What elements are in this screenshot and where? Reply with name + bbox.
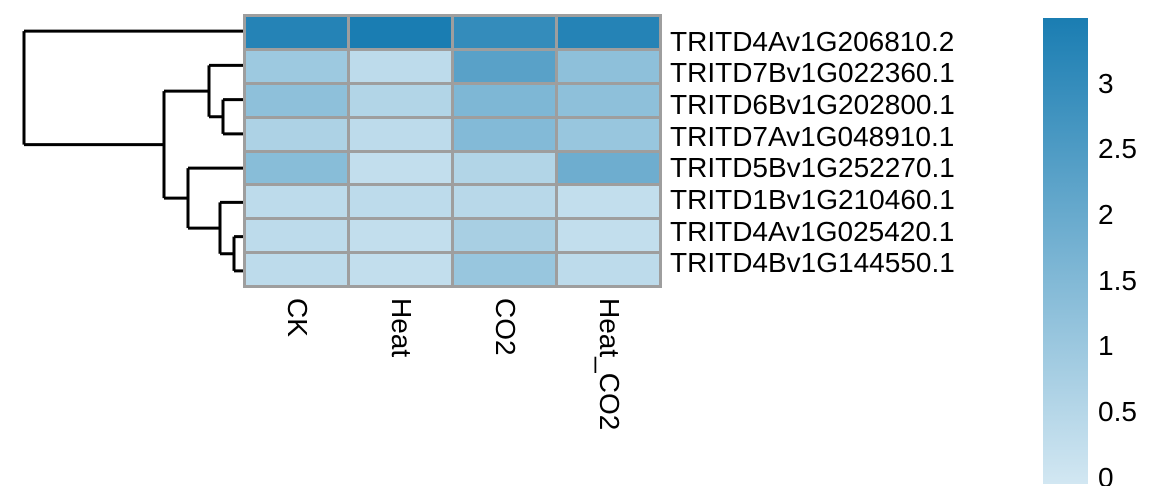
heatmap-cell[interactable] [558, 186, 659, 218]
heatmap-cell[interactable] [558, 254, 659, 285]
heatmap-cell[interactable] [558, 220, 659, 252]
heatmap-cell[interactable] [454, 84, 555, 116]
colorbar-tick-label: 1.5 [1098, 264, 1137, 296]
row-label: TRITD6Bv1G202800.1 [670, 88, 955, 120]
colorbar-tick-label: 1 [1098, 330, 1114, 362]
column-label: CK [281, 298, 313, 337]
heatmap-cell[interactable] [246, 17, 347, 48]
heatmap-cell[interactable] [350, 220, 451, 252]
row-label: TRITD1Bv1G210460.1 [670, 184, 955, 215]
heatmap-cell[interactable] [246, 220, 347, 252]
row-label: TRITD4Av1G025420.1 [670, 215, 955, 247]
row-label: TRITD7Bv1G022360.1 [670, 57, 955, 89]
heatmap-cell[interactable] [454, 152, 555, 184]
column-label: CO2 [489, 298, 521, 356]
colorbar-gradient [1043, 18, 1088, 484]
heatmap-cell[interactable] [350, 186, 451, 218]
row-label: TRITD7Av1G048910.1 [670, 120, 955, 152]
colorbar-tick-label: 2.5 [1098, 133, 1137, 165]
heatmap-cell[interactable] [350, 254, 451, 285]
heatmap-cell[interactable] [246, 50, 347, 82]
heatmap-grid [243, 14, 662, 288]
heatmap-cell[interactable] [246, 186, 347, 218]
colorbar-tick-label: 0.5 [1098, 395, 1137, 427]
heatmap-cell[interactable] [558, 84, 659, 116]
heatmap-cell[interactable] [558, 17, 659, 48]
column-label: Heat [385, 298, 417, 358]
heatmap-cell[interactable] [246, 152, 347, 184]
row-label: TRITD4Bv1G144550.1 [670, 247, 955, 279]
colorbar-tick-label: 0 [1098, 461, 1114, 486]
heatmap-cell[interactable] [454, 118, 555, 150]
row-label: TRITD5Bv1G252270.1 [670, 152, 955, 184]
heatmap-cell[interactable] [558, 118, 659, 150]
colorbar-tick-label: 2 [1098, 198, 1114, 230]
heatmap-cell[interactable] [558, 50, 659, 82]
heatmap-cell[interactable] [350, 84, 451, 116]
heatmap-cell[interactable] [454, 220, 555, 252]
heatmap-cell[interactable] [558, 152, 659, 184]
row-dendrogram [22, 29, 243, 273]
column-label: Heat_CO2 [593, 298, 625, 431]
heatmap-cell[interactable] [350, 50, 451, 82]
heatmap-cell[interactable] [454, 254, 555, 285]
heatmap-cell[interactable] [246, 84, 347, 116]
heatmap-cell[interactable] [350, 152, 451, 184]
heatmap-cell[interactable] [350, 118, 451, 150]
row-label: TRITD4Av1G206810.2 [670, 25, 955, 57]
heatmap-cell[interactable] [350, 17, 451, 48]
colorbar-tick-label: 3 [1098, 67, 1114, 99]
heatmap-cell[interactable] [246, 254, 347, 285]
heatmap-cell[interactable] [454, 50, 555, 82]
heatmap-cell[interactable] [246, 118, 347, 150]
heatmap-cell[interactable] [454, 17, 555, 48]
heatmap-cell[interactable] [454, 186, 555, 218]
